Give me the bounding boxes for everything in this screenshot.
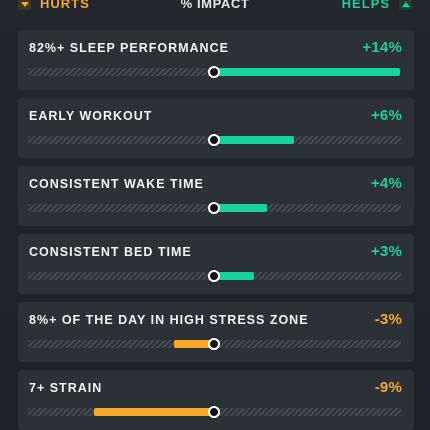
impact-bar-fill xyxy=(214,68,400,76)
impact-bar-fill xyxy=(214,136,294,144)
impact-label: 7+ STRAIN xyxy=(29,381,103,395)
impact-bar-fill xyxy=(214,204,268,212)
impact-title: % IMPACT xyxy=(180,0,250,11)
impact-value: +3% xyxy=(370,243,402,260)
impact-card[interactable]: 8%+ OF THE DAY IN HIGH STRESS ZONE -3% xyxy=(18,302,414,362)
hurts-sort-control[interactable]: HURTS xyxy=(18,0,90,10)
impact-value: -9% xyxy=(374,379,402,396)
impact-bar-fill xyxy=(214,272,254,280)
impact-label: CONSISTENT WAKE TIME xyxy=(29,177,204,191)
impact-value: +6% xyxy=(370,107,402,124)
helps-label: HELPS xyxy=(341,0,390,11)
baseline-marker xyxy=(208,338,220,350)
impact-card[interactable]: CONSISTENT WAKE TIME +4% xyxy=(18,166,414,226)
impact-bar-track xyxy=(28,202,401,214)
impact-label: CONSISTENT BED TIME xyxy=(29,245,192,259)
impact-label: 82%+ SLEEP PERFORMANCE xyxy=(29,41,229,55)
impact-bar-fill xyxy=(94,408,214,416)
impact-card[interactable]: EARLY WORKOUT +6% xyxy=(18,98,414,158)
impact-card[interactable]: 7+ STRAIN -9% xyxy=(18,370,414,430)
impact-card[interactable]: 82%+ SLEEP PERFORMANCE +14% xyxy=(18,30,414,90)
impact-bar-track xyxy=(28,134,401,146)
hurts-sort-button[interactable] xyxy=(18,0,31,10)
impact-bar-track xyxy=(28,270,401,282)
helps-sort-control[interactable]: HELPS xyxy=(342,0,412,10)
baseline-marker xyxy=(208,406,220,418)
chevron-up-icon xyxy=(401,1,410,7)
impact-bar-track xyxy=(28,338,401,350)
impact-header: HURTS % IMPACT HELPS xyxy=(0,0,430,14)
impact-value: +14% xyxy=(362,39,402,56)
hurts-label: HURTS xyxy=(40,0,90,11)
baseline-marker xyxy=(208,134,220,146)
helps-sort-button[interactable] xyxy=(399,0,412,10)
impact-label: 8%+ OF THE DAY IN HIGH STRESS ZONE xyxy=(29,313,309,327)
impact-label: EARLY WORKOUT xyxy=(29,109,153,123)
impact-bar-fill xyxy=(174,340,214,348)
baseline-marker xyxy=(208,202,220,214)
chevron-down-icon xyxy=(20,1,29,7)
impact-card[interactable]: CONSISTENT BED TIME +3% xyxy=(18,234,414,294)
baseline-marker xyxy=(208,270,220,282)
impact-bar-track xyxy=(28,406,401,418)
impact-value: +4% xyxy=(370,175,402,192)
impact-value: -3% xyxy=(374,311,402,328)
baseline-marker xyxy=(208,66,220,78)
impact-bar-track xyxy=(28,66,401,78)
